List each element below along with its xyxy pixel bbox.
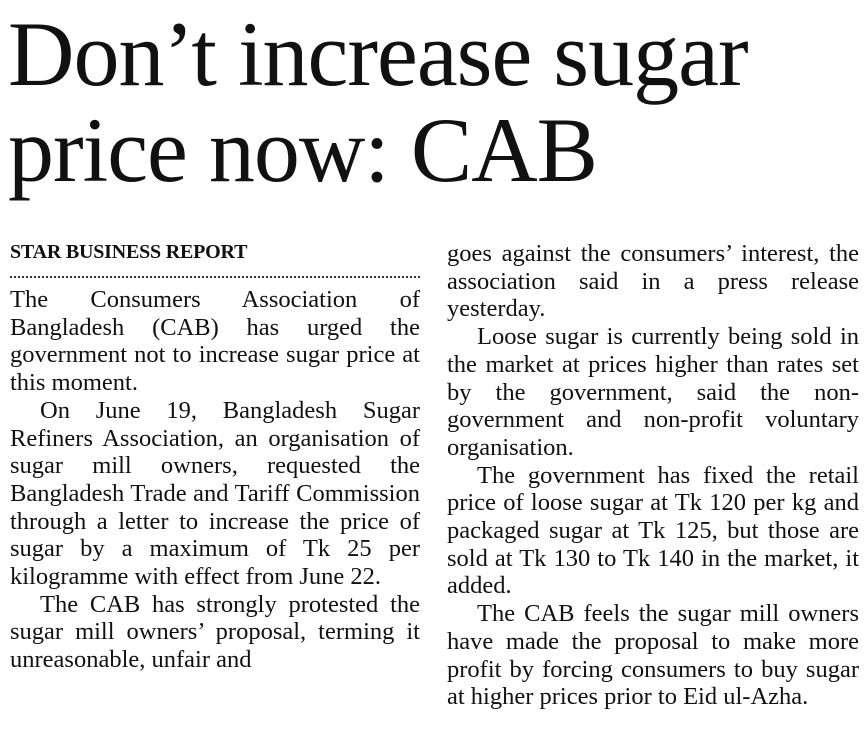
paragraph: The CAB has strongly protested the sugar… <box>10 590 420 674</box>
article-column-right: goes against the consumers’ interest, th… <box>447 240 859 711</box>
paragraph: The government has fixed the retail pric… <box>447 461 859 600</box>
paragraph: On June 19, Bangladesh Sugar Refiners As… <box>10 396 420 591</box>
paragraph: The CAB feels the sugar mill owners have… <box>447 600 859 711</box>
paragraph: goes against the consumers’ interest, th… <box>447 240 859 323</box>
byline: STAR BUSINESS REPORT <box>10 240 420 278</box>
paragraph: Loose sugar is currently being sold in t… <box>447 323 859 461</box>
headline: Don’t increase sugar price now: CAB <box>8 3 749 201</box>
paragraph: The Consumers Association of Bangladesh … <box>10 286 420 397</box>
article-column-left: STAR BUSINESS REPORT The Consumers Assoc… <box>10 240 420 674</box>
